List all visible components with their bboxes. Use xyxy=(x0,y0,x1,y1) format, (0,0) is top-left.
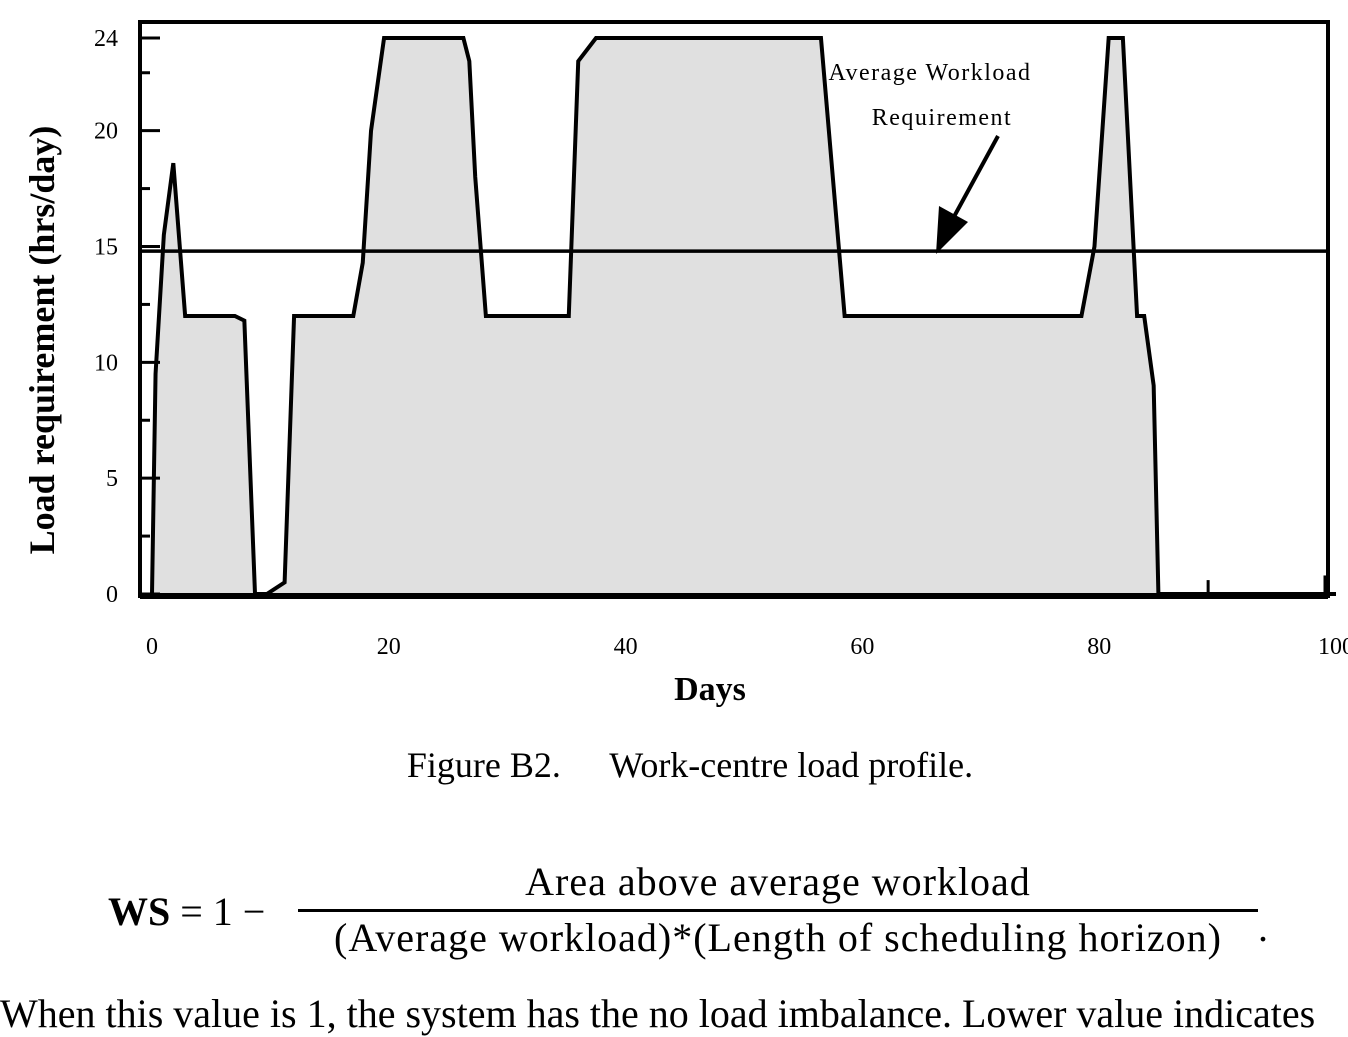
formula-equals: = 1 − xyxy=(170,889,266,934)
formula-ws-symbol: WS xyxy=(108,889,171,934)
formula-lhs: WS = 1 − xyxy=(108,888,265,935)
x-tick-label-20: 20 xyxy=(377,634,401,660)
formula-denominator: (Average workload)*(Length of scheduling… xyxy=(334,915,1222,960)
y-axis-label: Load requirement (hrs/day) xyxy=(22,126,62,555)
load-area xyxy=(152,38,1336,594)
fraction-bar xyxy=(298,909,1258,912)
formula-numerator: Area above average workload xyxy=(525,859,1031,904)
body-text: When this value is 1, the system has the… xyxy=(0,991,1316,1036)
y-tick-label-10: 10 xyxy=(94,350,118,376)
load-series-line xyxy=(150,36,1336,596)
x-axis-label: Days xyxy=(674,671,746,708)
formula-fraction: Area above average workload (Average wor… xyxy=(298,858,1258,961)
figure-caption: Figure B2. Work-centre load profile. xyxy=(0,744,1348,786)
x-tick-label-100: 100 xyxy=(1318,634,1348,660)
y-tick-label-24: 24 xyxy=(94,26,118,52)
x-tick-label-80: 80 xyxy=(1087,634,1111,660)
x-tick-label-40: 40 xyxy=(614,634,638,660)
annotation-line1: Average Workload xyxy=(828,60,1031,86)
x-tick-label-60: 60 xyxy=(850,634,874,660)
ws-formula: WS = 1 − Area above average workload (Av… xyxy=(108,858,1308,968)
y-tick-label-0: 0 xyxy=(106,582,118,608)
x-tick-label-0: 0 xyxy=(146,634,158,660)
caption-number: Figure B2. xyxy=(406,745,561,785)
y-tick-label-20: 20 xyxy=(94,119,118,145)
caption-text: Work-centre load profile. xyxy=(609,745,974,785)
y-tick-label-5: 5 xyxy=(106,466,118,492)
annotation-arrow-shaft xyxy=(948,135,1000,225)
load-profile-chart: 0 5 10 15 20 24 0 20 40 60 80 100 Days Load requireme… xyxy=(22,20,1348,708)
formula-end: . xyxy=(1258,905,1268,950)
annotation-line2: Requirement xyxy=(872,105,1012,131)
annotation-arrow-head xyxy=(936,206,968,254)
y-tick-label-15: 15 xyxy=(94,235,118,261)
